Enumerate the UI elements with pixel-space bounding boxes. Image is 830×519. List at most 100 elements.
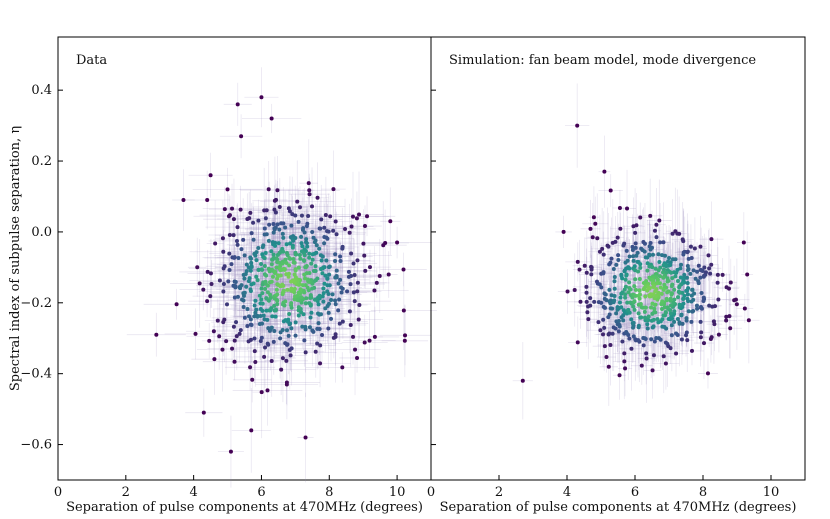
data-point [650, 252, 655, 257]
data-point [215, 318, 220, 323]
data-point [627, 280, 632, 285]
data-point [403, 333, 408, 338]
data-point [685, 296, 690, 301]
data-point [309, 310, 314, 315]
data-point [263, 345, 268, 350]
data-point [684, 275, 689, 280]
data-point [613, 239, 618, 244]
data-point [647, 286, 652, 291]
data-point [715, 280, 720, 285]
data-point [707, 303, 712, 308]
data-point [649, 337, 654, 342]
data-point [596, 320, 601, 325]
data-point [645, 255, 650, 260]
data-point [284, 242, 289, 247]
data-point [711, 319, 716, 324]
data-point [624, 329, 629, 334]
data-point [249, 323, 254, 328]
data-point [732, 298, 737, 303]
data-point [636, 269, 641, 274]
data-point [586, 317, 591, 322]
data-point [327, 272, 332, 277]
right-x-axis-label: Separation of pulse components at 470MHz… [440, 500, 797, 515]
data-point [707, 266, 712, 271]
data-point [642, 336, 647, 341]
data-point [679, 312, 684, 317]
data-point [329, 297, 334, 302]
data-point [701, 341, 706, 346]
data-point [321, 286, 326, 291]
data-point [612, 275, 617, 280]
x-tick-label: 4 [563, 485, 571, 500]
data-point [664, 296, 669, 301]
data-point [681, 252, 686, 257]
data-point [645, 261, 650, 266]
data-point [246, 279, 251, 284]
data-point [336, 281, 341, 286]
data-point [631, 224, 636, 229]
data-point [350, 214, 355, 219]
data-point [259, 95, 264, 100]
data-point [620, 339, 625, 344]
data-point [352, 299, 357, 304]
data-point [274, 265, 279, 270]
data-point [269, 116, 274, 121]
data-point [625, 300, 630, 305]
data-point [661, 313, 666, 318]
data-point [272, 227, 277, 232]
data-point [645, 326, 650, 331]
data-point [259, 297, 264, 302]
data-point [247, 314, 252, 319]
data-point [693, 276, 698, 281]
data-point [617, 373, 622, 378]
data-point [600, 246, 605, 251]
data-point [292, 286, 297, 291]
data-point [631, 320, 636, 325]
y-axis-label: Spectral index of subpulse separation, η [8, 126, 23, 391]
data-point [252, 303, 257, 308]
data-point [262, 226, 267, 231]
data-point [303, 276, 308, 281]
data-point [262, 256, 267, 261]
data-point [669, 284, 674, 289]
data-point [627, 254, 632, 259]
data-point [608, 343, 613, 348]
data-point [288, 256, 293, 261]
data-point [362, 253, 367, 258]
data-point [232, 295, 237, 300]
data-point [265, 283, 270, 288]
data-point [205, 269, 210, 274]
data-point [201, 410, 206, 415]
data-point [254, 307, 259, 312]
data-point [263, 286, 268, 291]
data-point [657, 218, 662, 223]
data-point [619, 305, 624, 310]
data-point [305, 244, 310, 249]
x-tick-label: 10 [763, 485, 780, 500]
data-point [589, 267, 594, 272]
data-point [643, 294, 648, 299]
data-point [670, 231, 675, 236]
data-point [244, 269, 249, 274]
data-point [607, 331, 612, 336]
data-point [610, 306, 615, 311]
data-point [174, 302, 179, 307]
data-point [289, 223, 294, 228]
data-point [677, 302, 682, 307]
data-point [340, 319, 345, 324]
data-point [338, 254, 343, 259]
data-point [401, 267, 406, 272]
data-point [304, 224, 309, 229]
data-point [667, 269, 672, 274]
data-point [620, 276, 625, 281]
data-point [258, 339, 263, 344]
data-point [208, 173, 213, 178]
data-point [245, 323, 250, 328]
data-point [684, 316, 689, 321]
data-point [260, 267, 265, 272]
data-point [362, 340, 367, 345]
data-point [352, 273, 357, 278]
data-point [231, 324, 236, 329]
data-point [623, 284, 628, 289]
data-point [633, 293, 638, 298]
